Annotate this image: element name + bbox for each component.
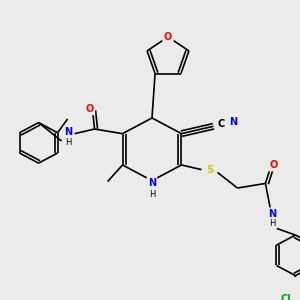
Text: O: O: [164, 32, 172, 42]
Text: N: N: [268, 209, 277, 219]
Text: N: N: [148, 178, 156, 188]
Text: O: O: [85, 104, 94, 114]
Text: S: S: [206, 165, 213, 175]
Text: N: N: [230, 117, 238, 127]
Text: O: O: [269, 160, 278, 170]
Text: C: C: [218, 119, 225, 129]
Text: H: H: [149, 190, 155, 199]
Text: Cl: Cl: [280, 294, 291, 300]
Text: N: N: [64, 127, 73, 137]
Text: H: H: [65, 138, 72, 147]
Text: H: H: [269, 220, 276, 229]
